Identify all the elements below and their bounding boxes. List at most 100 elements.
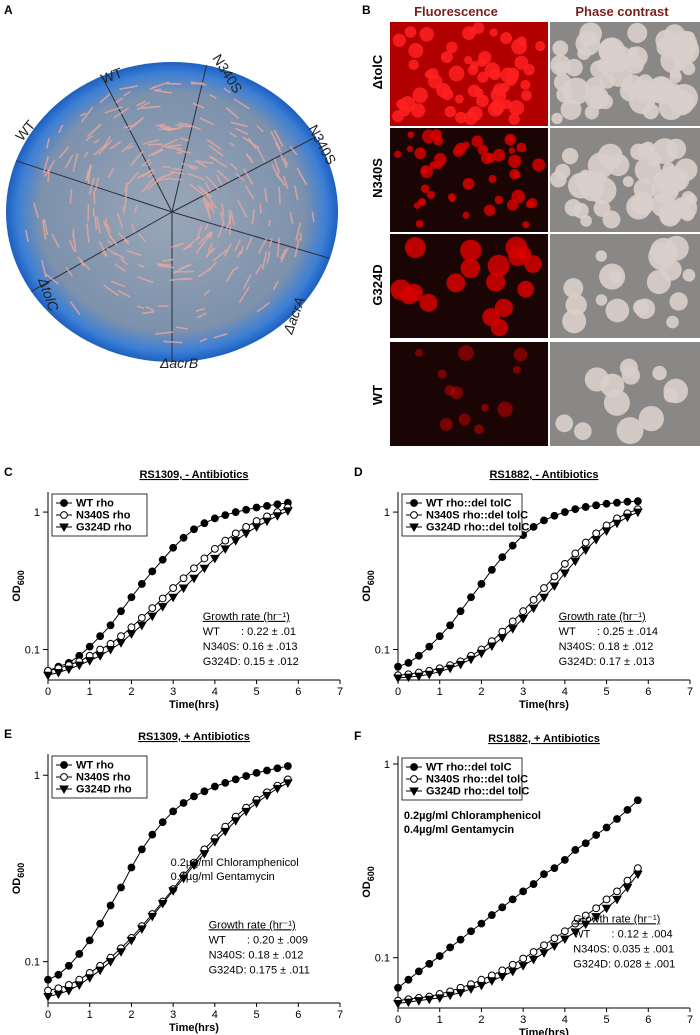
colony <box>584 85 609 110</box>
colony <box>512 365 521 374</box>
data-point <box>43 993 53 1002</box>
streak <box>225 106 240 120</box>
data-point <box>148 567 157 576</box>
row-label: ΔtolC <box>370 54 385 89</box>
data-point <box>127 593 136 602</box>
colony <box>562 309 587 334</box>
x-tick-label: 0 <box>45 1009 51 1021</box>
streak <box>202 197 211 217</box>
x-axis-label: Time(hrs) <box>519 1027 569 1035</box>
colony <box>439 418 453 432</box>
colony <box>407 131 415 139</box>
data-point <box>602 499 611 508</box>
colony <box>535 40 546 52</box>
streak <box>232 266 239 272</box>
data-point <box>445 664 456 674</box>
data-point <box>559 569 570 579</box>
streak <box>256 147 266 163</box>
streak <box>259 203 262 214</box>
streak <box>51 233 60 248</box>
data-point <box>518 962 529 971</box>
row-label: N340S <box>370 158 385 198</box>
legend-marker <box>59 785 69 795</box>
streak <box>138 232 147 243</box>
panel-letter: E <box>4 727 12 741</box>
data-point <box>64 961 73 970</box>
streak <box>155 177 172 182</box>
streak <box>156 263 172 267</box>
data-point <box>592 904 601 913</box>
data-point <box>467 927 475 936</box>
colony <box>640 141 656 157</box>
data-point <box>96 919 105 928</box>
data-point <box>43 671 53 681</box>
streak <box>147 171 155 179</box>
data-point <box>96 645 105 654</box>
streak <box>113 252 125 259</box>
colony <box>565 58 583 77</box>
data-point <box>633 497 642 506</box>
data-point <box>529 595 538 604</box>
streak <box>274 142 282 153</box>
legend-marker <box>410 763 418 771</box>
colony <box>532 158 546 172</box>
colony <box>458 413 471 426</box>
streak <box>124 182 128 192</box>
data-point <box>560 927 569 936</box>
streak <box>187 172 206 181</box>
colony <box>575 31 601 56</box>
colony <box>392 33 407 47</box>
streak <box>98 139 113 155</box>
streak <box>282 175 289 190</box>
data-point <box>455 989 466 998</box>
column-header: Phase contrast <box>575 4 669 19</box>
colony <box>477 144 489 156</box>
colony <box>460 239 482 262</box>
condition-label: 0.2µg/ml Chloramphenicol <box>404 810 541 822</box>
streak <box>80 112 87 117</box>
streak <box>199 117 215 126</box>
streak <box>207 243 213 253</box>
streak <box>192 102 205 109</box>
streak <box>115 97 124 104</box>
colony <box>603 389 630 416</box>
colony <box>622 176 634 187</box>
data-point <box>508 960 517 969</box>
streak <box>151 81 170 89</box>
colony <box>525 200 534 209</box>
data-point <box>613 815 621 823</box>
data-point <box>446 943 455 952</box>
data-point <box>200 554 209 563</box>
colony <box>494 102 503 111</box>
data-point <box>550 934 559 943</box>
y-axis-label-sub: 600 <box>16 570 26 585</box>
streak <box>198 267 212 278</box>
data-point <box>623 805 632 814</box>
streak <box>195 160 215 165</box>
colony <box>607 153 630 177</box>
colony <box>599 263 626 290</box>
streak <box>254 264 263 275</box>
streak <box>163 340 183 344</box>
streak <box>44 272 60 285</box>
streak <box>209 93 217 99</box>
x-tick-label: 2 <box>128 1009 134 1021</box>
data-point <box>581 538 590 547</box>
data-point <box>199 564 210 574</box>
data-point <box>394 662 402 671</box>
x-tick-label: 3 <box>170 1009 176 1021</box>
data-point <box>117 607 125 616</box>
data-point <box>601 527 612 536</box>
streak <box>213 333 228 339</box>
data-point <box>486 977 497 986</box>
colony <box>513 347 528 362</box>
data-point <box>95 966 106 976</box>
data-point <box>282 507 293 516</box>
streak <box>215 174 223 186</box>
data-point <box>476 649 487 659</box>
colony <box>408 59 419 70</box>
streak <box>235 172 245 182</box>
colony <box>619 358 638 377</box>
streak <box>162 165 171 169</box>
colony <box>508 154 522 168</box>
